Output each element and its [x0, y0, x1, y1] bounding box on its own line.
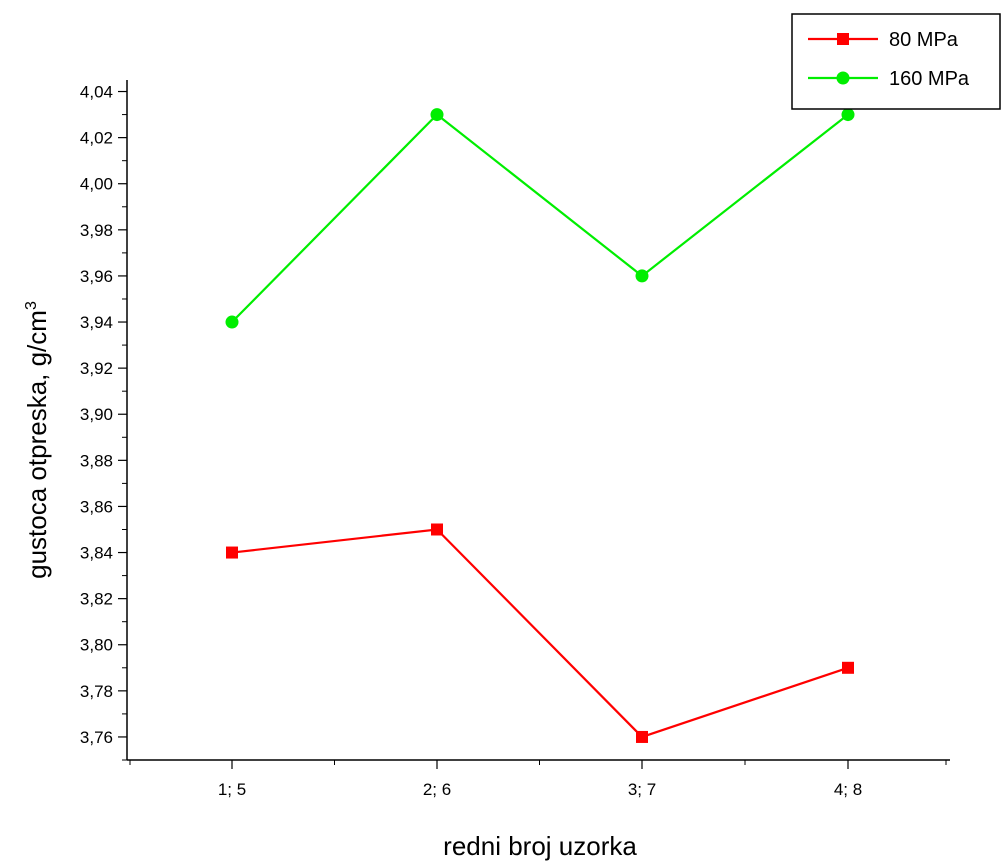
legend-label: 80 MPa: [889, 29, 959, 51]
data-point-square: [226, 546, 238, 559]
data-point-square: [636, 730, 648, 743]
y-axis-label: gustoca otpreska, g/cm3: [22, 301, 52, 579]
y-axis-label-text: gustoca otpreska, g/cm: [22, 310, 52, 579]
y-tick-label: 3,92: [80, 359, 113, 378]
series-line: [231, 528, 849, 739]
x-tick-label: 3; 7: [628, 780, 656, 799]
y-tick-label: 4,04: [80, 83, 113, 102]
x-axis-label: redni broj uzorka: [443, 831, 637, 861]
legend-marker-circle: [836, 71, 850, 85]
y-tick-label: 4,02: [80, 129, 113, 148]
data-point-circle: [841, 108, 855, 122]
legend: 80 MPa 160 MPa: [791, 13, 1001, 110]
y-tick-label: 3,80: [80, 636, 113, 655]
x-tick-label: 2; 6: [423, 780, 451, 799]
y-axis-ticks: 3,76 3,78 3,80 3,82 3,84 3,86 3,88 3,90 3,92 3,94…: [80, 83, 127, 761]
data-point-square: [431, 523, 443, 536]
x-tick-label: 4; 8: [834, 780, 862, 799]
y-tick-label: 3,78: [80, 682, 113, 701]
y-tick-label: 3,88: [80, 451, 113, 470]
y-tick-label: 3,90: [80, 405, 113, 424]
series-line: [231, 113, 849, 323]
y-tick-label: 3,94: [80, 313, 113, 332]
y-tick-label: 3,86: [80, 497, 113, 516]
axes: [126, 80, 950, 761]
y-axis-label-superscript: 3: [23, 301, 40, 310]
legend-marker-square: [837, 33, 849, 45]
x-tick-label: 1; 5: [218, 780, 246, 799]
y-tick-label: 4,00: [80, 175, 113, 194]
series-layer: [225, 108, 855, 743]
legend-box: [791, 13, 1001, 110]
data-point-circle: [635, 269, 649, 283]
data-point-square: [842, 661, 854, 674]
data-point-circle: [225, 315, 239, 329]
y-tick-label: 3,76: [80, 728, 113, 747]
x-axis-ticks: 1; 5 2; 6 3; 7 4; 8: [129, 760, 947, 799]
y-tick-label: 3,96: [80, 267, 113, 286]
y-tick-label: 3,98: [80, 221, 113, 240]
data-point-circle: [430, 108, 444, 122]
y-tick-label: 3,82: [80, 590, 113, 609]
legend-label: 160 MPa: [889, 68, 970, 90]
y-tick-label: 3,84: [80, 544, 113, 563]
